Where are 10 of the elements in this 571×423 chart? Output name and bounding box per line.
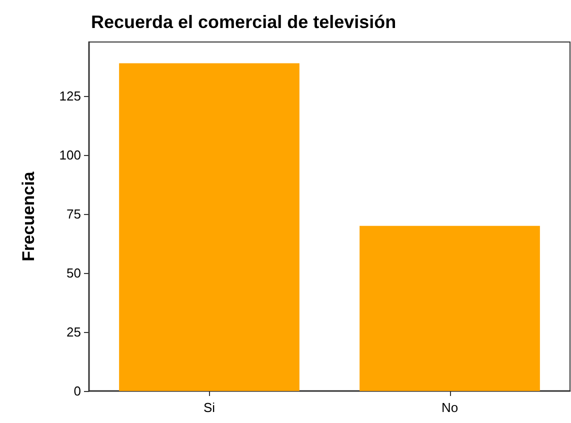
- x-tick-label: No: [441, 400, 458, 415]
- y-tick-label: 25: [66, 324, 81, 340]
- y-tick-label: 125: [59, 88, 81, 104]
- x-tick-label: Si: [203, 400, 216, 415]
- y-tick-label: 75: [66, 206, 81, 222]
- y-tick-label: 100: [59, 148, 81, 163]
- y-axis-title: Frecuencia: [19, 171, 38, 262]
- y-tick-label: 50: [66, 266, 81, 281]
- chart-title: Recuerda el comercial de televisión: [91, 12, 396, 32]
- y-tick-label: 0: [74, 384, 81, 398]
